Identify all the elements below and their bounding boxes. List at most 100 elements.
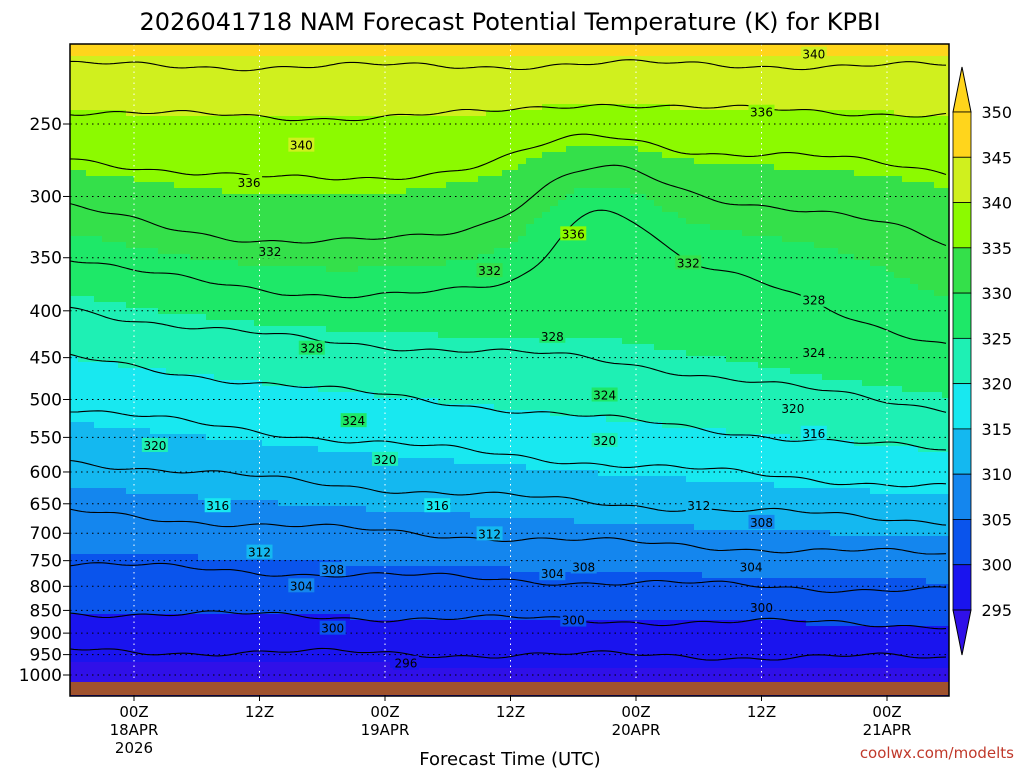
shade-cell bbox=[422, 638, 431, 645]
shade-cell bbox=[430, 302, 439, 309]
shade-cell bbox=[78, 578, 87, 585]
shade-cell bbox=[254, 314, 263, 321]
shade-cell bbox=[190, 398, 199, 405]
shade-cell bbox=[270, 404, 279, 411]
shade-cell bbox=[70, 410, 79, 417]
shade-cell bbox=[310, 224, 319, 231]
shade-cell bbox=[78, 662, 87, 669]
shade-cell bbox=[398, 92, 407, 99]
shade-cell bbox=[86, 272, 95, 279]
shade-cell bbox=[390, 464, 399, 471]
shade-cell bbox=[262, 278, 271, 285]
shade-cell bbox=[190, 500, 199, 507]
shade-cell bbox=[182, 296, 191, 303]
shade-cell bbox=[94, 50, 103, 57]
shade-cell bbox=[182, 314, 191, 321]
shade-cell bbox=[158, 236, 167, 243]
shade-cell bbox=[110, 266, 119, 273]
shade-cell bbox=[86, 530, 95, 537]
shade-cell bbox=[174, 500, 183, 507]
shade-cell bbox=[350, 536, 359, 543]
shade-cell bbox=[254, 458, 263, 465]
shade-cell bbox=[246, 560, 255, 567]
shade-cell bbox=[102, 374, 111, 381]
shade-cell bbox=[246, 122, 255, 129]
shade-cell bbox=[142, 614, 151, 621]
shade-cell bbox=[118, 320, 127, 327]
shade-cell bbox=[270, 446, 279, 453]
shade-cell bbox=[406, 560, 415, 567]
shade-cell bbox=[238, 392, 247, 399]
shade-cell bbox=[94, 158, 103, 165]
shade-cell bbox=[158, 182, 167, 189]
shade-cell bbox=[374, 140, 383, 147]
shade-cell bbox=[270, 422, 279, 429]
shade-cell bbox=[430, 578, 439, 585]
shade-cell bbox=[190, 560, 199, 567]
shade-cell bbox=[430, 446, 439, 453]
shade-cell bbox=[342, 374, 351, 381]
shade-cell bbox=[94, 584, 103, 591]
shade-cell bbox=[206, 242, 215, 249]
shade-cell bbox=[182, 68, 191, 75]
shade-cell bbox=[294, 668, 303, 675]
shade-cell bbox=[166, 590, 175, 597]
shade-cell bbox=[158, 230, 167, 237]
shade-cell bbox=[278, 122, 287, 129]
shade-cell bbox=[126, 224, 135, 231]
shade-cell bbox=[206, 488, 215, 495]
shade-cell bbox=[182, 74, 191, 81]
shade-cell bbox=[118, 638, 127, 645]
shade-cell bbox=[286, 590, 295, 597]
shade-cell bbox=[302, 602, 311, 609]
shade-cell bbox=[254, 632, 263, 639]
shade-cell bbox=[134, 584, 143, 591]
shade-cell bbox=[206, 308, 215, 315]
shade-cell bbox=[406, 308, 415, 315]
shade-cell bbox=[246, 278, 255, 285]
shade-cell bbox=[374, 422, 383, 429]
shade-cell bbox=[238, 344, 247, 351]
shade-cell bbox=[214, 548, 223, 555]
shade-cell bbox=[238, 152, 247, 159]
shade-cell bbox=[302, 62, 311, 69]
shade-cell bbox=[78, 608, 87, 615]
shade-cell bbox=[286, 290, 295, 297]
shade-cell bbox=[238, 590, 247, 597]
shade-cell bbox=[334, 596, 343, 603]
shade-cell bbox=[326, 488, 335, 495]
shade-cell bbox=[166, 182, 175, 189]
shade-cell bbox=[430, 512, 439, 519]
shade-cell bbox=[150, 524, 159, 531]
shade-cell bbox=[158, 452, 167, 459]
shade-cell bbox=[158, 164, 167, 171]
shade-cell bbox=[374, 158, 383, 165]
shade-cell bbox=[230, 74, 239, 81]
shade-cell bbox=[158, 128, 167, 135]
shade-cell bbox=[198, 350, 207, 357]
shade-cell bbox=[238, 188, 247, 195]
shade-cell bbox=[358, 392, 367, 399]
shade-cell bbox=[302, 368, 311, 375]
shade-cell bbox=[286, 200, 295, 207]
shade-cell bbox=[134, 404, 143, 411]
shade-cell bbox=[110, 44, 119, 51]
shade-cell bbox=[78, 524, 87, 531]
shade-cell bbox=[198, 158, 207, 165]
shade-cell bbox=[110, 638, 119, 645]
shade-cell bbox=[398, 254, 407, 261]
shade-cell bbox=[238, 308, 247, 315]
shade-cell bbox=[94, 440, 103, 447]
shade-cell bbox=[102, 74, 111, 81]
shade-cell bbox=[398, 620, 407, 627]
shade-cell bbox=[246, 158, 255, 165]
shade-cell bbox=[262, 98, 271, 105]
shade-cell bbox=[302, 158, 311, 165]
shade-cell bbox=[278, 662, 287, 669]
shade-cell bbox=[382, 56, 391, 63]
shade-cell bbox=[126, 122, 135, 129]
shade-cell bbox=[430, 272, 439, 279]
shade-cell bbox=[366, 152, 375, 159]
shade-cell bbox=[134, 410, 143, 417]
shade-cell bbox=[318, 356, 327, 363]
